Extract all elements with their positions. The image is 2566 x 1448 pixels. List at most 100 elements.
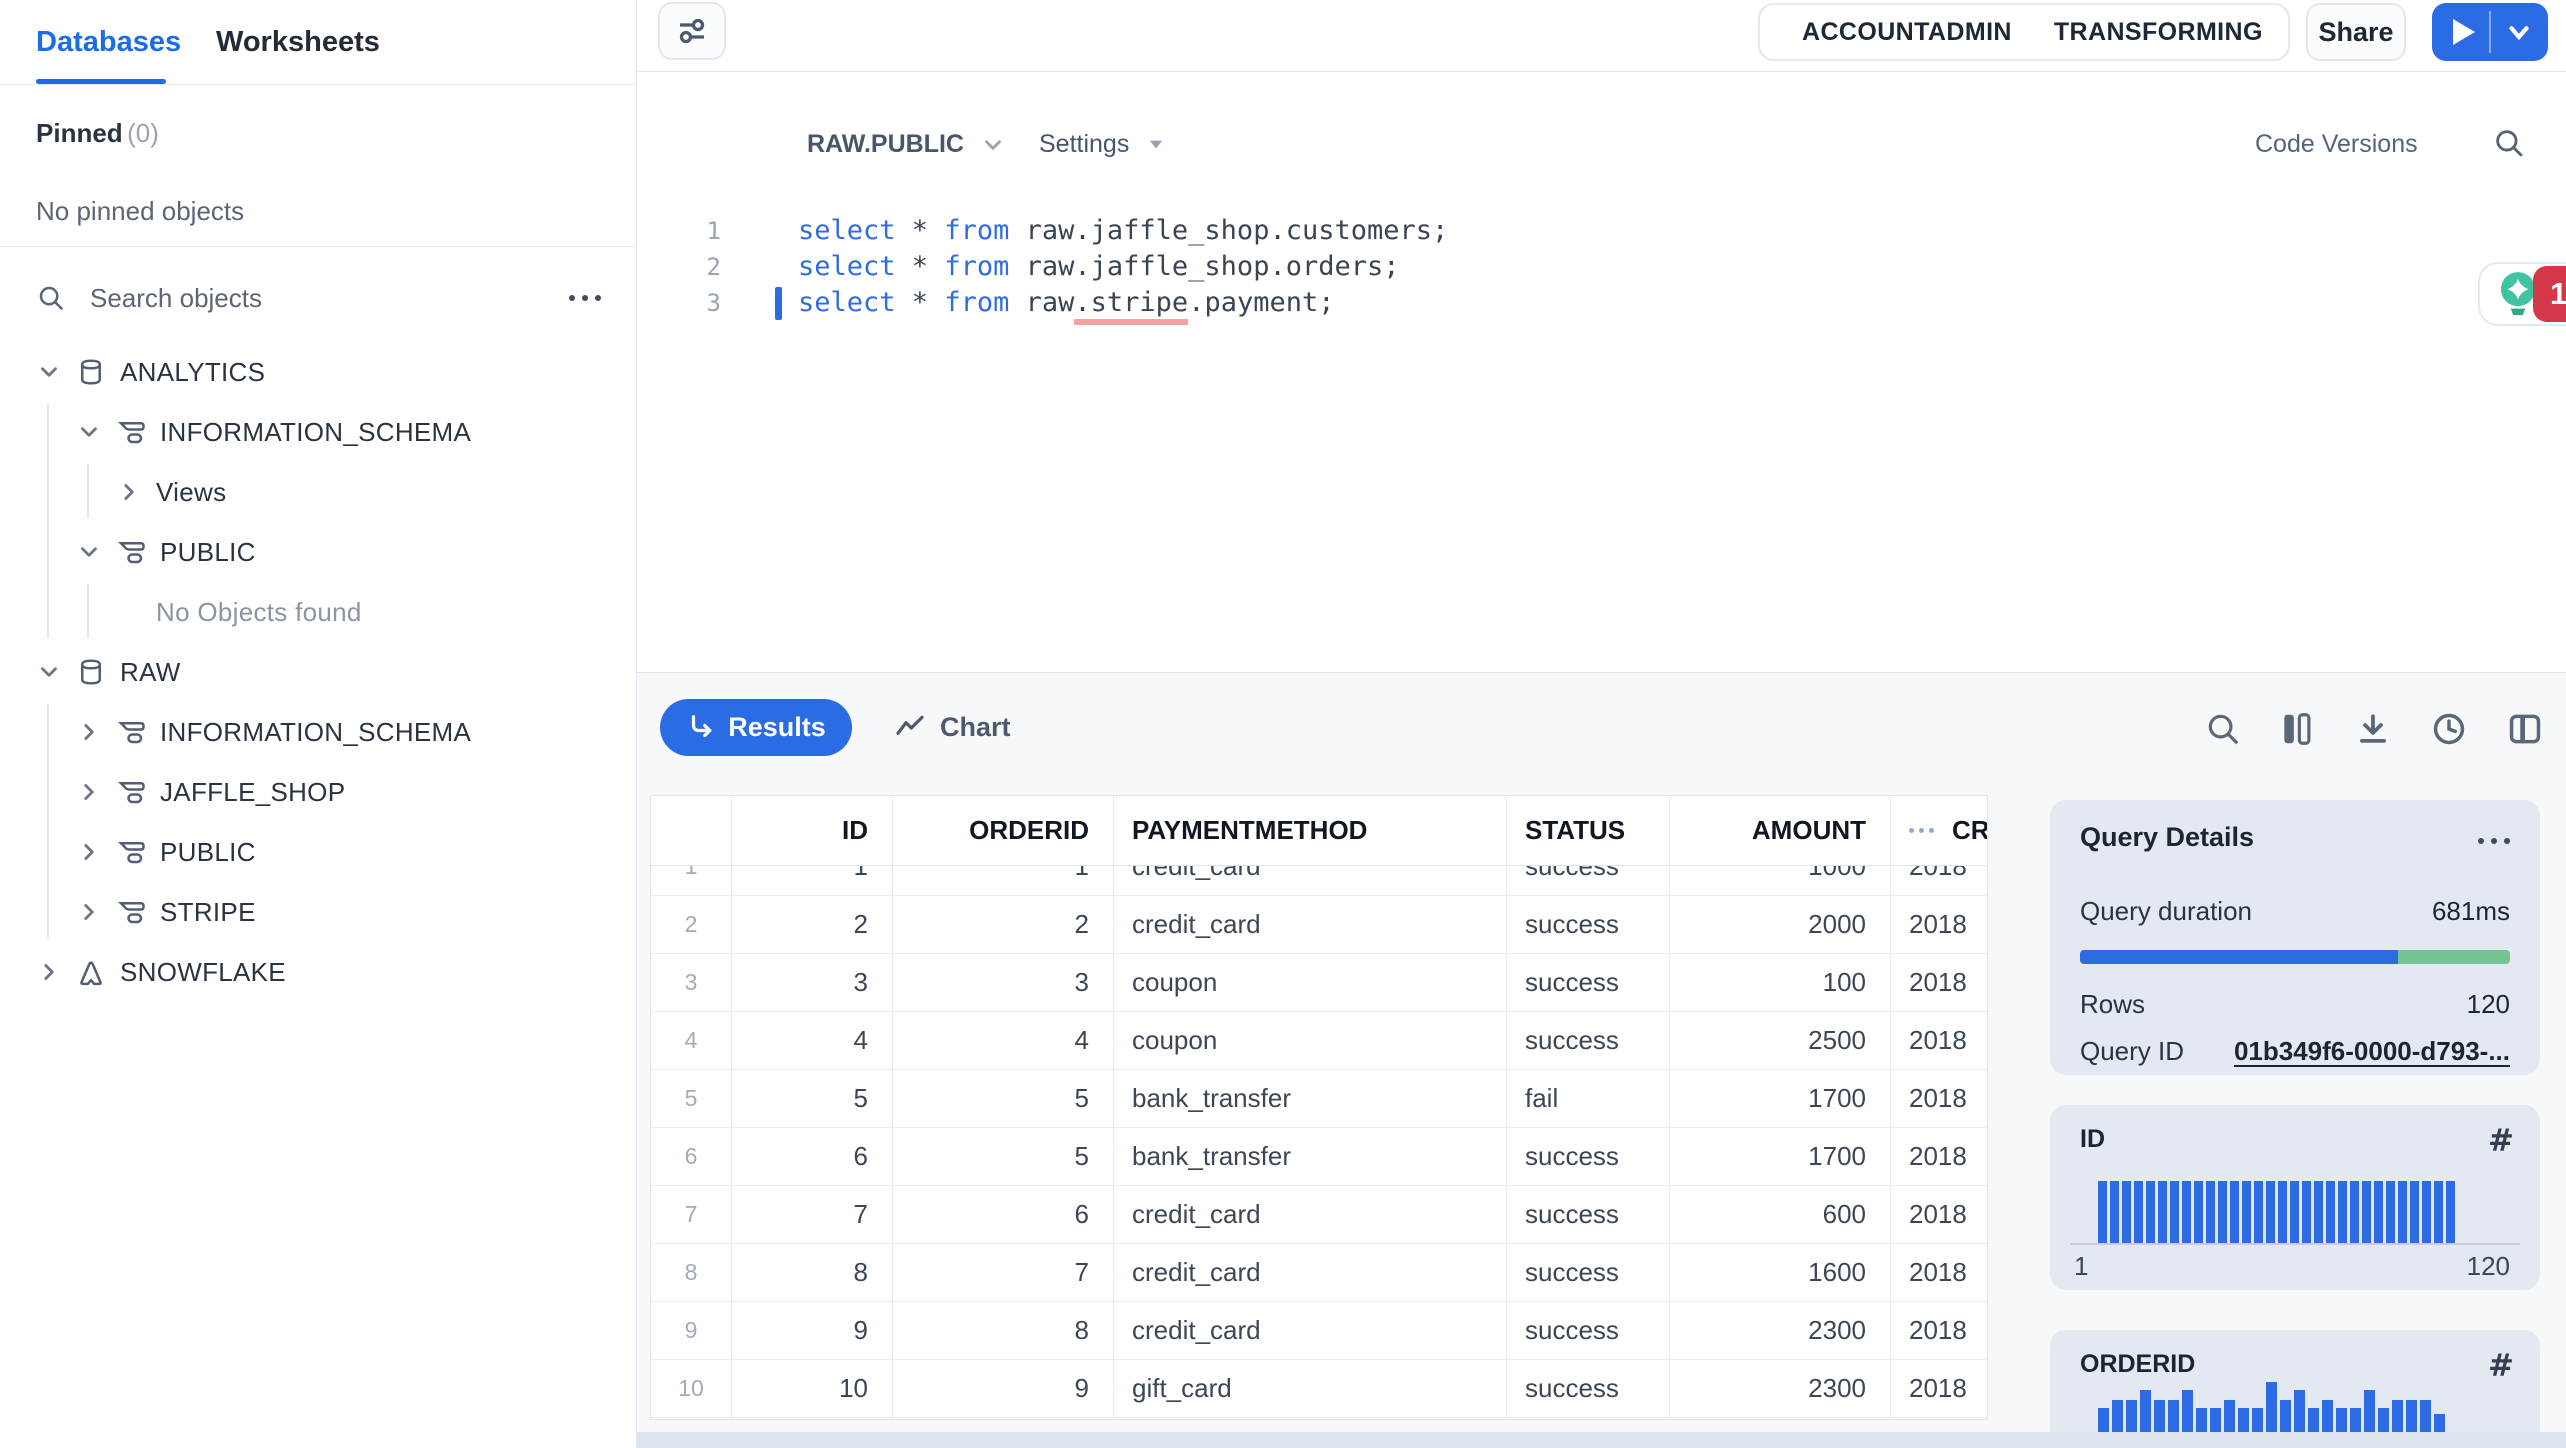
share-button[interactable]: Share: [2306, 3, 2406, 61]
histogram-bar: [2350, 1408, 2361, 1440]
sql-keyword: select: [798, 251, 896, 282]
table-row[interactable]: 3 3 3 coupon success 100 2018: [651, 954, 1987, 1012]
table-cell: 2018: [1909, 1257, 1967, 1287]
code-versions-link[interactable]: Code Versions: [2255, 130, 2418, 158]
chevron-right-icon[interactable]: [116, 479, 156, 505]
histogram-bar: [2420, 1400, 2431, 1440]
table-row[interactable]: 5 5 5 bank_transfer fail 1700 2018: [651, 1070, 1987, 1128]
table-row[interactable]: 2 2 2 credit_card success 2000 2018: [651, 896, 1987, 954]
run-options-button[interactable]: [2491, 3, 2548, 61]
query-details-card: Query Details Query duration 681ms Rows …: [2050, 800, 2540, 1075]
chevron-down-icon[interactable]: [36, 359, 76, 385]
histogram-bar: [2134, 1181, 2143, 1243]
histogram-bar: [2422, 1181, 2431, 1243]
table-row[interactable]: 10 10 9 gift_card success 2300 2018: [651, 1360, 1987, 1418]
run-button[interactable]: [2432, 3, 2489, 61]
sidebar-more-menu-icon[interactable]: [569, 295, 601, 301]
code-line-2[interactable]: select * from raw.jaffle_shop.orders;: [798, 249, 1400, 285]
horizontal-scrollbar[interactable]: [637, 1432, 2566, 1448]
column-header-id[interactable]: ID: [732, 796, 893, 865]
table-row[interactable]: 7 7 6 credit_card success 600 2018: [651, 1186, 1987, 1244]
chevron-down-icon[interactable]: [76, 419, 116, 445]
histogram-bar: [2206, 1181, 2215, 1243]
tree-item-public[interactable]: PUBLIC: [0, 822, 637, 882]
tree-item-analytics[interactable]: ANALYTICS: [0, 342, 637, 402]
tab-chart[interactable]: Chart: [894, 699, 1011, 756]
table-row[interactable]: 9 9 8 credit_card success 2300 2018: [651, 1302, 1987, 1360]
query-duration-value: 681ms: [2431, 896, 2510, 926]
sql-editor[interactable]: 1 select * from raw.jaffle_shop.customers…: [637, 200, 2566, 672]
search-objects-row[interactable]: Search objects: [36, 280, 601, 316]
toggle-panel-button[interactable]: [2506, 710, 2544, 748]
download-results-button[interactable]: [2354, 710, 2392, 748]
worksheet-filters-button[interactable]: [658, 2, 726, 60]
table-cell: 1700: [1670, 1128, 1891, 1185]
query-history-button[interactable]: [2430, 710, 2468, 748]
chevron-right-icon[interactable]: [36, 959, 76, 985]
chevron-down-icon[interactable]: [76, 539, 116, 565]
code-line-1[interactable]: select * from raw.jaffle_shop.customers;: [798, 213, 1448, 249]
row-number-cell: 8: [651, 1244, 732, 1301]
database-icon: [76, 357, 120, 387]
tab-results[interactable]: Results: [660, 699, 852, 756]
query-id-label: Query ID: [2080, 1036, 2185, 1066]
tree-item-stripe[interactable]: STRIPE: [0, 882, 637, 942]
schema-icon: [116, 897, 160, 927]
settings-dropdown[interactable]: Settings: [1039, 130, 1165, 159]
tree-item-jaffle-shop[interactable]: JAFFLE_SHOP: [0, 762, 637, 822]
id-histogram[interactable]: [2098, 1181, 2455, 1243]
column-header-status[interactable]: STATUS: [1507, 796, 1670, 865]
tree-item-snowflake[interactable]: SNOWFLAKE: [0, 942, 637, 1002]
histogram-bar: [2294, 1390, 2305, 1440]
histogram-bar: [2406, 1400, 2417, 1440]
triangle-down-icon: [1150, 140, 1163, 149]
tree-item-views[interactable]: Views: [0, 462, 637, 522]
chevron-right-icon[interactable]: [76, 899, 116, 925]
chevron-down-icon[interactable]: [36, 659, 76, 685]
chevron-right-icon[interactable]: [76, 719, 116, 745]
row-number-header: [651, 796, 732, 865]
tab-worksheets[interactable]: Worksheets: [216, 26, 380, 58]
orderid-histogram[interactable]: [2098, 1382, 2445, 1440]
histogram-bar: [2362, 1181, 2371, 1243]
tree-item-information-schema[interactable]: INFORMATION_SCHEMA: [0, 702, 637, 762]
columns-button[interactable]: [2278, 710, 2316, 748]
query-id-link[interactable]: 01b349f6-0000-d793-...: [2233, 1036, 2510, 1066]
tree-item-information-schema[interactable]: INFORMATION_SCHEMA: [0, 402, 637, 462]
database-schema-selector[interactable]: RAW.PUBLIC: [807, 130, 1006, 159]
column-header-created[interactable]: CREATED: [1891, 796, 1987, 865]
chevron-right-icon[interactable]: [76, 779, 116, 805]
context-selector-button[interactable]: ACCOUNTADMIN TRANSFORMING: [1758, 3, 2290, 61]
table-cell: credit_card: [1114, 1244, 1507, 1301]
table-cell: success: [1507, 1360, 1670, 1417]
table-row[interactable]: 4 4 4 coupon success 2500 2018: [651, 1012, 1987, 1070]
column-header-paymentmethod[interactable]: PAYMENTMETHOD: [1114, 796, 1507, 865]
histogram-bar: [2278, 1181, 2287, 1243]
table-cell: coupon: [1114, 954, 1507, 1011]
column-menu-dots-icon[interactable]: [1909, 828, 1934, 833]
query-details-menu-icon[interactable]: [2478, 838, 2510, 844]
rows-label: Rows: [2080, 989, 2146, 1019]
code-line-3[interactable]: select * from raw.stripe.payment;: [798, 285, 1335, 325]
table-cell: 6: [893, 1186, 1114, 1243]
column-header-orderid[interactable]: ORDERID: [893, 796, 1114, 865]
search-input[interactable]: Search objects: [90, 282, 262, 313]
histogram-bar: [2126, 1400, 2137, 1440]
error-count-badge[interactable]: 1: [2533, 266, 2566, 322]
table-row[interactable]: 6 6 5 bank_transfer success 1700 2018: [651, 1128, 1987, 1186]
column-header-amount[interactable]: AMOUNT: [1670, 796, 1891, 865]
table-row[interactable]: 8 8 7 credit_card success 1600 2018: [651, 1244, 1987, 1302]
editor-search-button[interactable]: [2492, 126, 2526, 160]
tab-databases[interactable]: Databases: [36, 26, 182, 58]
tree-item-raw[interactable]: RAW: [0, 642, 637, 702]
duration-execution-segment: [2080, 950, 2399, 964]
search-results-button[interactable]: [2204, 710, 2242, 748]
histogram-bar: [2308, 1408, 2319, 1440]
tree-item-public[interactable]: PUBLIC: [0, 522, 637, 582]
chevron-right-icon[interactable]: [76, 839, 116, 865]
sql-keyword: from: [944, 215, 1010, 246]
histogram-bar: [2224, 1400, 2235, 1440]
column-header-label: ORDERID: [969, 815, 1089, 845]
table-cell: 2018: [1909, 967, 1967, 997]
histogram-bar: [2252, 1408, 2263, 1440]
